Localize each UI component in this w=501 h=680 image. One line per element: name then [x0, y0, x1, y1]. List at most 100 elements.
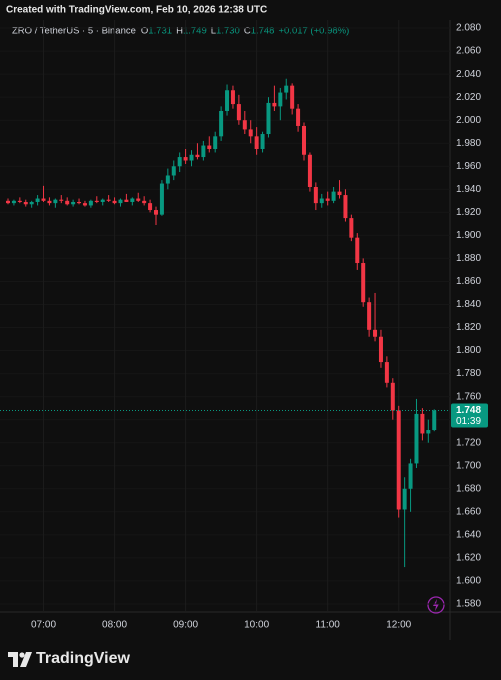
x-tick-label: 12:00: [386, 620, 411, 631]
candle-body: [432, 410, 437, 431]
candle-body: [390, 382, 395, 411]
last-price-box: [451, 403, 488, 428]
candle-body: [148, 203, 153, 211]
candle-body: [219, 110, 224, 137]
candle-body: [106, 199, 111, 201]
y-tick-label: 2.020: [456, 92, 481, 103]
legend-value: 1.731: [148, 26, 172, 37]
y-tick-label: 1.760: [456, 391, 481, 402]
lightning-icon[interactable]: [427, 596, 445, 614]
candle-body: [136, 198, 141, 201]
legend-key: L: [211, 26, 216, 37]
y-tick-label: 1.820: [456, 322, 481, 333]
candle-body: [378, 336, 383, 363]
legend-key: C: [244, 26, 251, 37]
candle-body: [23, 201, 28, 205]
candle-body: [71, 201, 76, 205]
candle-body: [189, 154, 194, 161]
y-tick-label: 1.580: [456, 599, 481, 610]
candle-body: [384, 362, 389, 383]
y-tick-label: 1.680: [456, 483, 481, 494]
x-tick-label: 09:00: [173, 620, 198, 631]
countdown: 01:39: [456, 416, 481, 427]
candle-body: [367, 302, 372, 330]
y-tick-label: 1.880: [456, 253, 481, 264]
y-tick-label: 1.940: [456, 184, 481, 195]
y-tick-label: 1.640: [456, 529, 481, 540]
candle-body: [242, 120, 247, 130]
y-tick-label: 1.600: [456, 576, 481, 587]
candle-body: [17, 200, 22, 202]
candle-body: [254, 136, 259, 149]
candle-body: [290, 85, 295, 109]
candle-body: [142, 200, 147, 204]
candle-body: [65, 200, 70, 205]
candle-body: [159, 183, 164, 215]
candle-body: [41, 198, 46, 201]
candle-body: [313, 187, 318, 204]
y-tick-label: 1.920: [456, 207, 481, 218]
candle-body: [47, 200, 52, 204]
candle-body: [183, 157, 188, 161]
y-tick-label: 1.700: [456, 460, 481, 471]
legend-key: H: [176, 26, 183, 37]
candle-body: [420, 413, 425, 434]
y-tick-label: 2.060: [456, 46, 481, 57]
candle-body: [402, 488, 407, 510]
last-price-label: 1.748: [456, 405, 481, 416]
candle-body: [118, 199, 123, 204]
candle-body: [154, 210, 158, 215]
candle-body: [319, 198, 324, 204]
candle-body: [35, 198, 40, 202]
y-tick-label: 1.840: [456, 299, 481, 310]
candle-body: [77, 201, 82, 204]
brand-name: TradingView: [36, 650, 131, 667]
legend-value: 1.730: [216, 26, 240, 37]
candle-body: [414, 413, 419, 464]
candle-body: [171, 166, 176, 176]
candle-body: [6, 200, 10, 204]
y-tick-label: 1.860: [456, 276, 481, 287]
y-tick-label: 1.900: [456, 230, 481, 241]
y-tick-label: 1.620: [456, 553, 481, 564]
candle-body: [284, 85, 289, 93]
candle-body: [177, 157, 182, 167]
candle-body: [349, 218, 354, 238]
symbol-title: ZRO / TetherUS · 5 · Binance: [12, 26, 136, 37]
candle-body: [302, 125, 306, 155]
y-tick-label: 1.980: [456, 138, 481, 149]
candle-body: [278, 92, 283, 107]
y-tick-label: 2.000: [456, 115, 481, 126]
x-tick-label: 07:00: [31, 620, 56, 631]
candle-body: [337, 191, 342, 196]
legend-value: 1.749: [183, 26, 207, 37]
candle-body: [94, 200, 99, 202]
y-tick-label: 2.080: [456, 23, 481, 34]
candle-body: [396, 410, 401, 510]
candle-body: [88, 200, 93, 206]
candle-body: [29, 201, 34, 205]
candle-body: [236, 104, 241, 121]
candle-body: [296, 108, 301, 126]
x-tick-label: 08:00: [102, 620, 127, 631]
y-tick-label: 2.040: [456, 69, 481, 80]
candle-body: [59, 199, 64, 201]
x-tick-label: 10:00: [244, 620, 269, 631]
y-tick-label: 1.960: [456, 161, 481, 172]
candle-body: [82, 203, 87, 206]
candle-body: [201, 145, 206, 158]
candle-body: [331, 191, 336, 201]
candle-body: [230, 90, 235, 105]
candle-body: [408, 463, 413, 489]
y-tick-label: 1.660: [456, 506, 481, 517]
candle-body: [11, 200, 16, 204]
candle-body: [266, 102, 271, 135]
candle-body: [130, 198, 135, 202]
candle-body: [260, 134, 265, 149]
legend-change: +0.017 (+0.98%): [278, 26, 349, 37]
candle-body: [248, 129, 253, 137]
candle-body: [361, 263, 366, 303]
